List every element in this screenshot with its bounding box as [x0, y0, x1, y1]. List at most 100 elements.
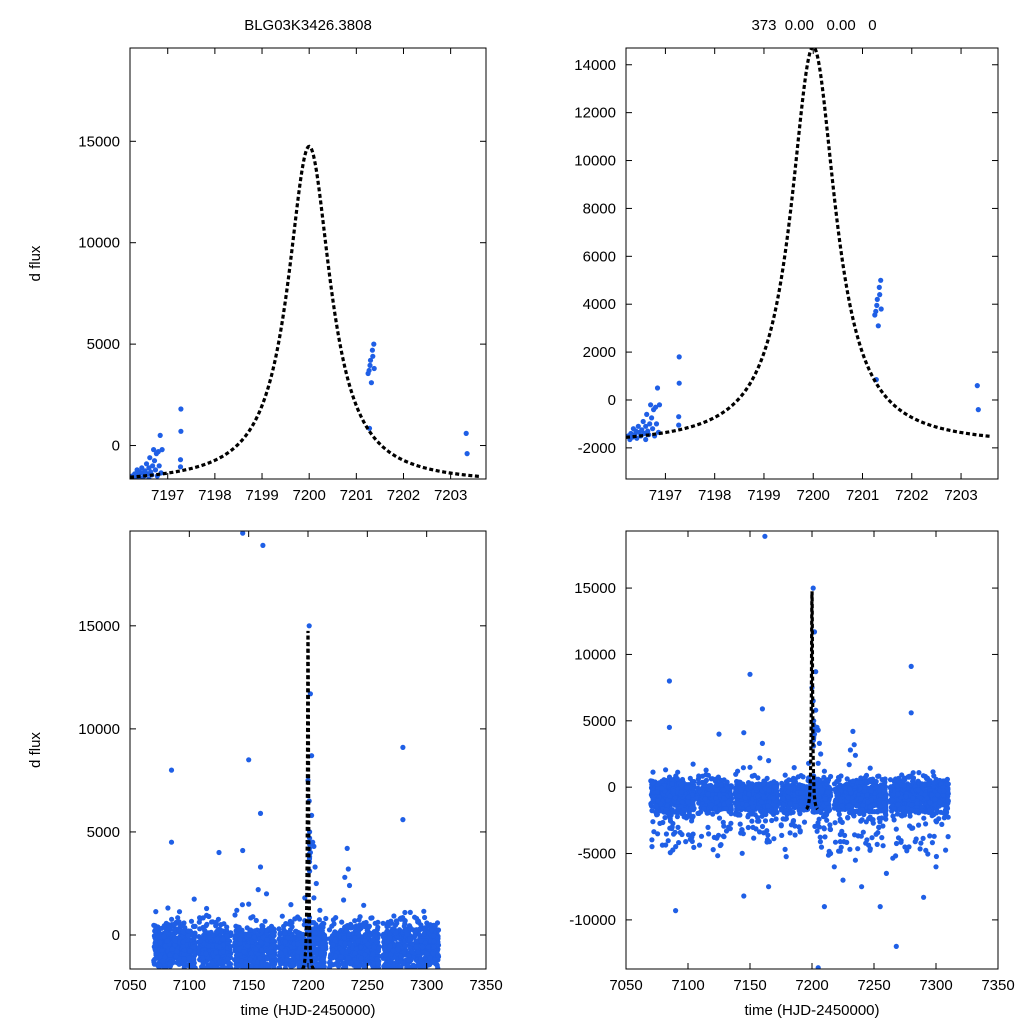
data-point [177, 457, 184, 463]
data-point [718, 782, 724, 788]
data-point [387, 943, 393, 949]
data-point [689, 799, 696, 806]
data-point [392, 964, 399, 969]
x-tick-label: 7202 [895, 487, 928, 504]
data-point [278, 950, 284, 956]
data-point [234, 957, 240, 963]
data-point [790, 775, 797, 782]
data-point [375, 919, 381, 925]
data-point [671, 831, 677, 837]
data-point [859, 817, 865, 823]
plot-area [648, 533, 951, 969]
x-tick-label: 7050 [113, 977, 146, 994]
data-point [220, 949, 226, 955]
data-point [464, 451, 470, 457]
data-point [728, 805, 734, 812]
data-point [186, 955, 192, 961]
data-point [384, 965, 390, 969]
data-point [413, 928, 419, 934]
data-point [196, 919, 202, 925]
data-point [463, 430, 469, 436]
data-point [780, 795, 787, 802]
data-point [421, 908, 427, 914]
data-point [223, 965, 229, 969]
data-point [662, 815, 668, 821]
data-point [168, 839, 175, 845]
data-point [176, 909, 183, 915]
data-point [406, 953, 412, 959]
model-curve [301, 630, 315, 969]
data-point [398, 953, 404, 959]
data-point [821, 825, 827, 831]
data-point [728, 820, 734, 826]
data-point [312, 864, 318, 870]
data-point [319, 928, 325, 934]
data-point [352, 950, 358, 956]
data-point [361, 902, 367, 908]
data-point [635, 423, 641, 429]
data-point [689, 818, 695, 824]
data-point [366, 367, 372, 374]
data-point [778, 822, 784, 828]
data-point [644, 411, 650, 417]
data-point [665, 838, 671, 844]
data-point [164, 938, 170, 944]
data-point [755, 818, 761, 824]
data-point [737, 793, 743, 799]
x-tick-label: 7150 [232, 977, 265, 994]
data-point [402, 921, 408, 927]
data-point [705, 772, 712, 778]
data-point [402, 943, 408, 949]
data-point [165, 905, 171, 911]
data-point [669, 781, 675, 787]
data-point [654, 812, 660, 818]
data-point [669, 824, 675, 830]
data-point [798, 790, 804, 796]
data-point [737, 779, 743, 785]
data-point [157, 432, 163, 438]
axes-frame [129, 47, 487, 480]
data-point [737, 821, 743, 827]
data-point [168, 767, 175, 773]
data-point [206, 943, 212, 949]
data-point [228, 965, 234, 969]
data-point [650, 769, 656, 775]
data-point [328, 952, 334, 958]
data-point [663, 767, 669, 773]
y-tick-label: 5000 [87, 336, 120, 353]
data-point [401, 949, 407, 955]
data-point [663, 831, 670, 837]
data-point [220, 936, 226, 942]
data-point [650, 819, 656, 825]
panel-bottom-left: 7050 7100 7150 7200 7250 7300 7350050001000015… [27, 530, 503, 1019]
data-point [400, 960, 406, 966]
data-point [799, 802, 805, 808]
data-point [185, 928, 191, 934]
data-point [817, 839, 824, 845]
data-point [371, 944, 377, 950]
data-point [295, 941, 301, 947]
data-point [157, 939, 163, 946]
data-point [649, 844, 655, 850]
data-point [758, 799, 765, 805]
data-point [353, 965, 359, 969]
x-tick-label: 7203 [434, 487, 467, 504]
data-point [827, 826, 834, 833]
data-point [209, 959, 215, 966]
data-point [172, 942, 178, 948]
data-point [188, 918, 195, 924]
data-point [698, 833, 705, 839]
data-point [400, 744, 406, 751]
data-point [748, 800, 755, 806]
data-point [236, 946, 242, 952]
data-point [647, 421, 653, 427]
x-tick-label: 7197 [649, 487, 682, 504]
data-point [716, 807, 722, 813]
x-tick-label: 7199 [245, 487, 278, 504]
data-point [739, 827, 745, 833]
data-point [874, 302, 880, 308]
data-point [257, 955, 263, 961]
data-point [341, 897, 347, 903]
data-point [159, 948, 165, 954]
